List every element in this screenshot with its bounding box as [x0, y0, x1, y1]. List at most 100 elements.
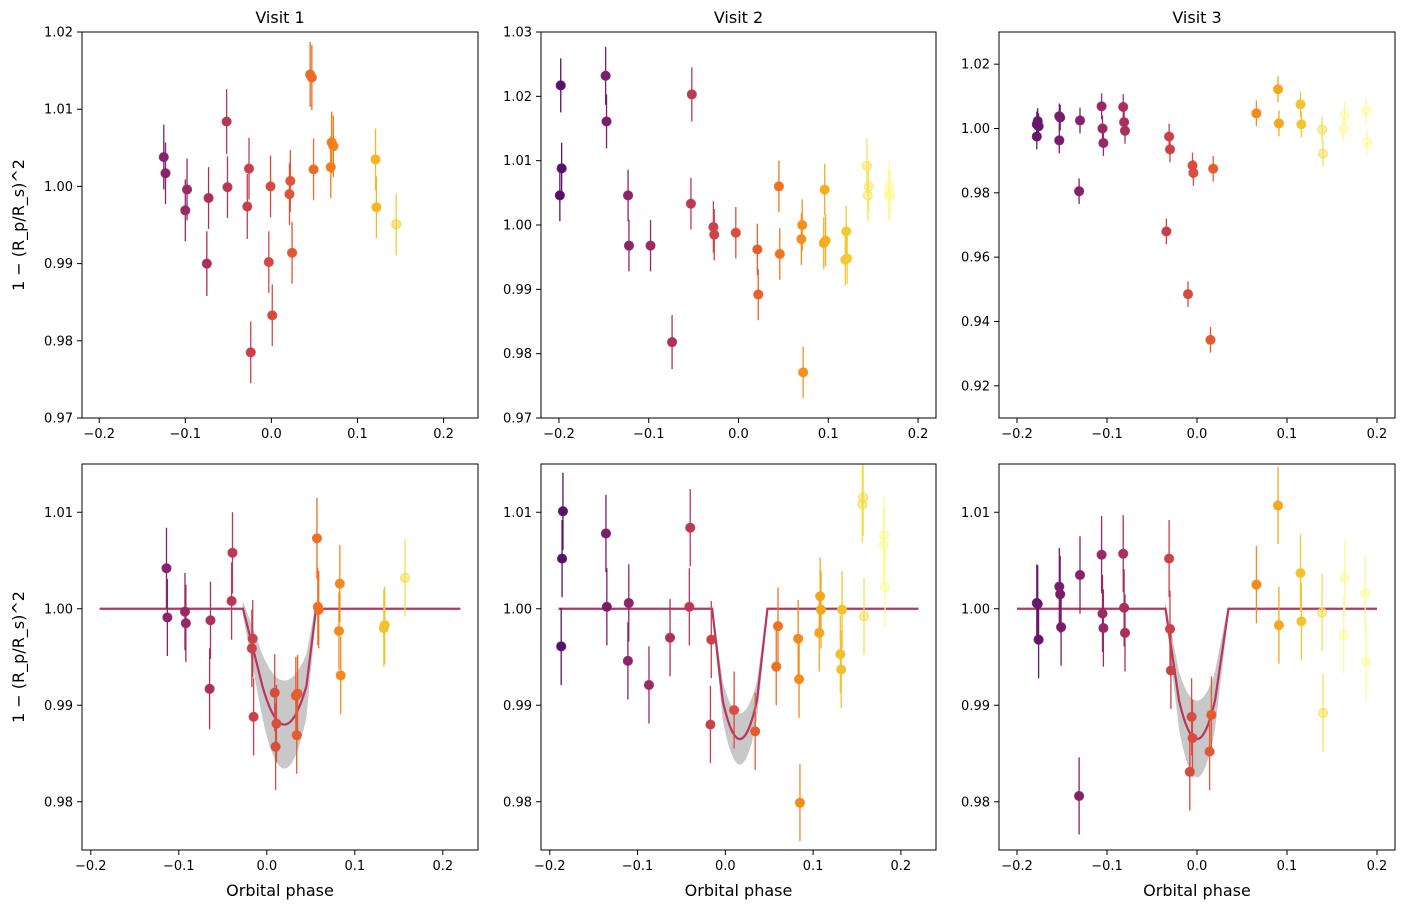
data-point — [1187, 732, 1198, 744]
axes-frame — [998, 31, 1396, 419]
x-tick-label: −0.2 — [1001, 427, 1033, 442]
y-tick-label: 0.99 — [503, 699, 532, 714]
data-point — [685, 522, 696, 533]
data-point — [879, 530, 890, 541]
data-point — [1338, 123, 1349, 134]
x-tick-label: −0.1 — [1091, 427, 1123, 442]
data-point — [772, 621, 784, 632]
data-point — [1031, 131, 1042, 142]
axes-frame — [998, 463, 1396, 851]
data-point — [555, 80, 566, 91]
y-tick-label: 0.94 — [961, 315, 990, 330]
data-point — [666, 336, 678, 348]
data-point — [328, 141, 339, 152]
data-point — [1251, 579, 1262, 590]
data-point — [371, 202, 382, 213]
x-axis-label: Orbital phase — [685, 881, 793, 900]
data-point — [162, 612, 173, 623]
data-point — [835, 649, 846, 660]
data-point — [600, 528, 612, 539]
data-point — [1119, 116, 1130, 128]
data-point — [370, 154, 381, 165]
x-tick-label: −0.2 — [75, 859, 107, 874]
x-tick-label: 0.0 — [1187, 859, 1208, 874]
x-tick-label: 0.1 — [818, 427, 839, 442]
data-point — [1317, 148, 1329, 159]
data-point — [793, 633, 804, 644]
data-point — [643, 679, 655, 691]
data-point — [1033, 121, 1044, 132]
panel-5: −0.2 −0.1 0.0 0.1 0.2 0.98 0.99 1.00 1.01 Orbital… — [503, 463, 937, 900]
data-point — [333, 625, 345, 637]
y-tick-label: 0.98 — [44, 795, 73, 810]
y-tick-label: 0.98 — [961, 186, 990, 201]
data-point — [1119, 125, 1131, 136]
axes-frame — [540, 31, 937, 419]
data-point — [1296, 616, 1307, 627]
y-tick-label: 0.99 — [44, 699, 73, 714]
x-tick-label: 0.0 — [1187, 427, 1208, 442]
data-point — [1097, 123, 1108, 134]
data-point — [160, 168, 171, 179]
data-point — [1206, 709, 1217, 721]
data-point — [883, 189, 894, 200]
data-point — [222, 182, 233, 193]
data-point — [179, 606, 191, 617]
x-tick-label: 0.1 — [344, 859, 365, 874]
data-point — [863, 181, 874, 192]
y-tick-label: 0.99 — [961, 699, 990, 714]
data-point — [335, 670, 346, 681]
x-tick-label: 0.1 — [1277, 427, 1298, 442]
data-point — [664, 632, 676, 643]
data-point — [1161, 226, 1172, 237]
y-tick-label: 0.98 — [44, 334, 73, 349]
x-tick-label: 0.0 — [261, 427, 282, 442]
data-point — [1361, 656, 1372, 667]
data-point — [1272, 500, 1284, 511]
data-point — [842, 253, 853, 264]
y-tick-label: 1.00 — [44, 602, 73, 617]
data-point — [705, 719, 716, 730]
x-tick-label: −0.2 — [1001, 859, 1033, 874]
y-tick-label: 0.97 — [44, 412, 73, 427]
data-point — [709, 229, 720, 240]
data-point — [836, 604, 848, 615]
data-point — [753, 289, 764, 300]
data-point — [861, 160, 872, 171]
y-tick-label: 0.99 — [44, 257, 73, 272]
data-point — [1204, 746, 1215, 757]
data-point — [1164, 623, 1176, 635]
data-point — [308, 164, 319, 175]
panel-title: Visit 3 — [1172, 8, 1221, 27]
y-axis-label: 1 − (R_p/R_s)^2 — [9, 159, 29, 291]
y-tick-label: 1.01 — [44, 103, 73, 118]
data-point — [815, 591, 826, 602]
data-point — [1295, 99, 1306, 110]
data-point — [752, 244, 763, 255]
data-point — [1097, 608, 1108, 619]
x-tick-label: 0.2 — [432, 859, 453, 874]
plot-area — [1031, 76, 1373, 353]
data-point — [158, 151, 169, 163]
data-point — [858, 492, 869, 503]
y-tick-label: 1.00 — [44, 180, 73, 195]
y-tick-label: 1.01 — [961, 506, 990, 521]
data-point — [180, 205, 191, 216]
y-tick-label: 0.98 — [961, 795, 990, 810]
data-point — [684, 601, 695, 612]
data-point — [334, 578, 345, 589]
data-point — [556, 553, 568, 564]
y-tick-label: 0.92 — [961, 379, 990, 394]
data-point — [600, 70, 611, 81]
panel-2: −0.2 −0.1 0.0 0.1 0.2 0.97 0.98 0.99 1.00 1.01 1.0… — [503, 8, 937, 442]
x-tick-label: −0.1 — [163, 859, 195, 874]
x-tick-label: −0.2 — [83, 427, 115, 442]
data-point — [242, 201, 253, 212]
data-point — [226, 595, 237, 607]
data-point — [1362, 136, 1373, 148]
data-point — [841, 226, 852, 237]
x-tick-label: 0.2 — [1367, 427, 1388, 442]
data-point — [706, 634, 717, 645]
panel-4: −0.2 −0.1 0.0 0.1 0.2 0.98 0.99 1.00 1.01 Orbital… — [9, 463, 479, 900]
axes-frame — [81, 31, 479, 419]
